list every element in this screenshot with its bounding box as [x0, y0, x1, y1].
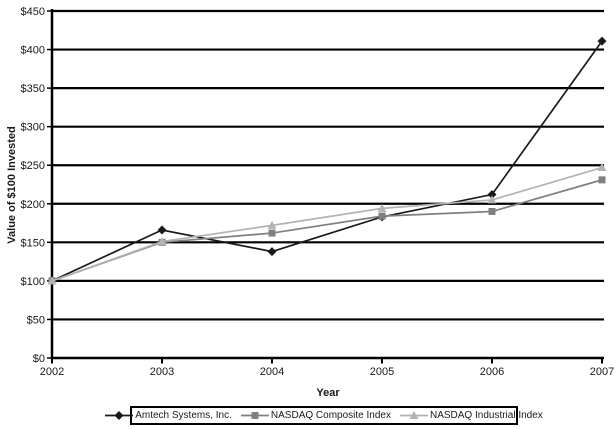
- y-tick-label: $200: [21, 199, 45, 211]
- legend-label: NASDAQ Industrial Index: [429, 410, 543, 421]
- data-point-marker-triangle: [47, 276, 57, 285]
- y-tick-label: $250: [21, 160, 45, 172]
- x-tick-label: 2005: [370, 366, 394, 378]
- legend-item: NASDAQ Industrial Index: [399, 410, 543, 421]
- x-tick-label: 2007: [590, 366, 614, 378]
- legend-item: NASDAQ Composite Index: [240, 410, 391, 421]
- series-square: [48, 176, 606, 285]
- data-point-marker-diamond: [597, 36, 607, 46]
- x-tick-label: 2004: [260, 366, 284, 378]
- legend-item: Amtech Systems, Inc.: [105, 410, 232, 421]
- series-triangle: [47, 163, 607, 285]
- data-point-marker-diamond: [487, 190, 497, 200]
- x-tick-label: 2006: [480, 366, 504, 378]
- x-tick-label: 2003: [150, 366, 174, 378]
- y-tick-label: $0: [33, 353, 45, 365]
- y-tick-label: $400: [21, 45, 45, 57]
- legend-label: NASDAQ Composite Index: [270, 410, 391, 421]
- y-tick-label: $350: [21, 83, 45, 95]
- data-point-marker-square: [251, 412, 259, 419]
- data-point-marker-triangle: [267, 220, 277, 229]
- legend-swatch-diamond-icon: [105, 411, 134, 420]
- data-point-marker-square: [268, 229, 276, 237]
- data-point-marker-triangle: [409, 411, 419, 419]
- data-point-marker-triangle: [487, 195, 497, 204]
- legend-label: Amtech Systems, Inc.: [135, 410, 232, 421]
- data-point-marker-diamond: [267, 247, 277, 257]
- data-point-marker-diamond: [157, 225, 167, 235]
- y-tick-label: $50: [27, 314, 45, 326]
- x-tick-label: 2002: [40, 366, 64, 378]
- x-axis-title: Year: [316, 387, 340, 399]
- series-line: [51, 179, 603, 282]
- y-tick-label: $150: [21, 237, 45, 249]
- y-tick-label: $300: [21, 122, 45, 134]
- legend-swatch-square-icon: [240, 412, 269, 419]
- y-tick-label: $450: [21, 6, 45, 18]
- series-line: [51, 166, 603, 282]
- series-diamond: [47, 36, 607, 286]
- data-point-marker-triangle: [597, 163, 607, 172]
- series-line: [51, 40, 603, 282]
- data-point-marker-triangle: [157, 237, 167, 246]
- chart-legend: Amtech Systems, Inc. NASDAQ Composite Ind…: [105, 406, 543, 425]
- data-point-marker-square: [378, 212, 386, 220]
- y-axis-title: Value of $100 Invested: [6, 126, 18, 243]
- legend-swatch-triangle-icon: [399, 411, 428, 419]
- data-point-marker-square: [598, 176, 606, 184]
- data-point-marker-diamond: [114, 411, 124, 420]
- data-point-marker-triangle: [377, 203, 387, 212]
- y-tick-label: $100: [21, 276, 45, 288]
- data-point-marker-square: [488, 207, 496, 215]
